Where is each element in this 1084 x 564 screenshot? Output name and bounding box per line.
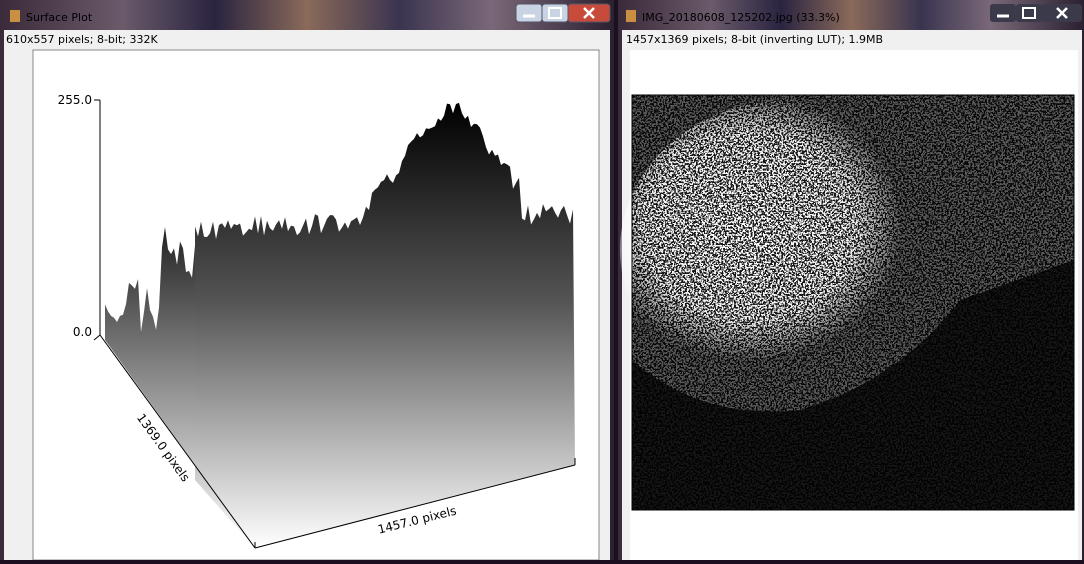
z-min-label: 0.0 bbox=[73, 325, 92, 339]
window-title: IMG_20180608_125202.jpg (33.3%) bbox=[642, 11, 840, 24]
image-info: 610x557 pixels; 8-bit; 332K bbox=[6, 33, 158, 46]
minimize-button[interactable] bbox=[990, 4, 1016, 22]
minimize-button[interactable] bbox=[516, 4, 542, 22]
app-icon bbox=[626, 10, 636, 22]
window-buttons[interactable] bbox=[990, 4, 1082, 22]
window-title: Surface Plot bbox=[26, 11, 93, 24]
z-max-label: 255.0 bbox=[58, 93, 92, 107]
maximize-button[interactable] bbox=[542, 4, 568, 22]
screen: Surface Plot 610x557 pixels; 8-bit; 332K… bbox=[0, 0, 1084, 560]
app-icon bbox=[10, 10, 20, 22]
binary-image bbox=[620, 95, 1074, 510]
page: Surface Plot 610x557 pixels; 8-bit; 332K… bbox=[0, 0, 1084, 560]
maximize-button[interactable] bbox=[1016, 4, 1042, 22]
image-info: 1457x1369 pixels; 8-bit (inverting LUT);… bbox=[626, 33, 883, 46]
window-buttons[interactable] bbox=[516, 4, 610, 22]
